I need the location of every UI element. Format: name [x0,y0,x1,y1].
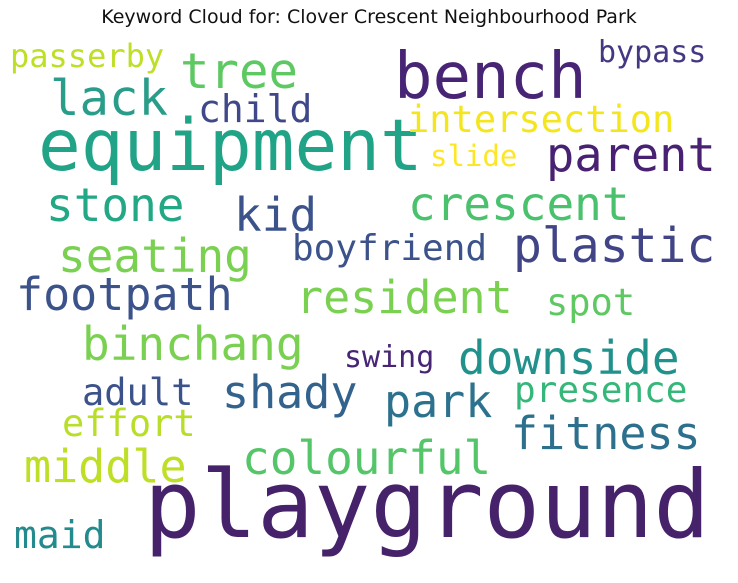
word-downside: downside [458,331,680,385]
word-parent: parent [546,128,716,183]
word-equipment: equipment [38,104,423,187]
word-fitness: fitness [511,407,701,460]
word-middle: middle [24,440,187,493]
word-child: child [198,87,313,131]
word-effort: effort [62,402,196,445]
word-plastic: plastic [513,218,716,274]
word-stone: stone [46,178,185,232]
word-intersection: intersection [407,98,675,141]
word-tree: tree [180,43,299,100]
word-crescent: crescent [408,177,630,231]
word-bypass: bypass [598,35,707,70]
word-kid: kid [234,188,318,242]
word-resident: resident [296,271,513,324]
word-binchang: binchang [82,317,304,371]
word-footpath: footpath [16,268,233,321]
word-shady: shady [222,366,358,419]
word-bench: bench [394,40,587,114]
word-spot: spot [546,281,636,324]
word-cloud: playground equipment bench parent plasti… [10,32,728,577]
word-playground: playground [144,451,710,560]
word-passerby: passerby [10,37,165,75]
word-presence: presence [514,370,688,411]
word-slide: slide [430,139,518,173]
word-colourful: colourful [242,431,492,485]
word-adult: adult [82,371,194,414]
word-boyfriend: boyfriend [292,228,488,269]
word-maid: maid [14,513,106,557]
word-seating: seating [58,229,252,283]
word-park: park [384,375,493,428]
word-swing: swing [344,340,435,375]
word-lack: lack [50,70,169,127]
chart-title: Keyword Cloud for: Clover Crescent Neigh… [101,6,637,28]
